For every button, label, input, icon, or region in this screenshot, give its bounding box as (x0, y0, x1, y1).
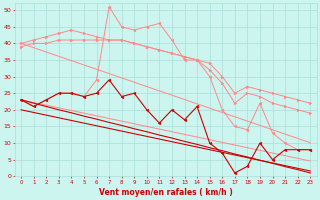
X-axis label: Vent moyen/en rafales ( km/h ): Vent moyen/en rafales ( km/h ) (99, 188, 233, 197)
